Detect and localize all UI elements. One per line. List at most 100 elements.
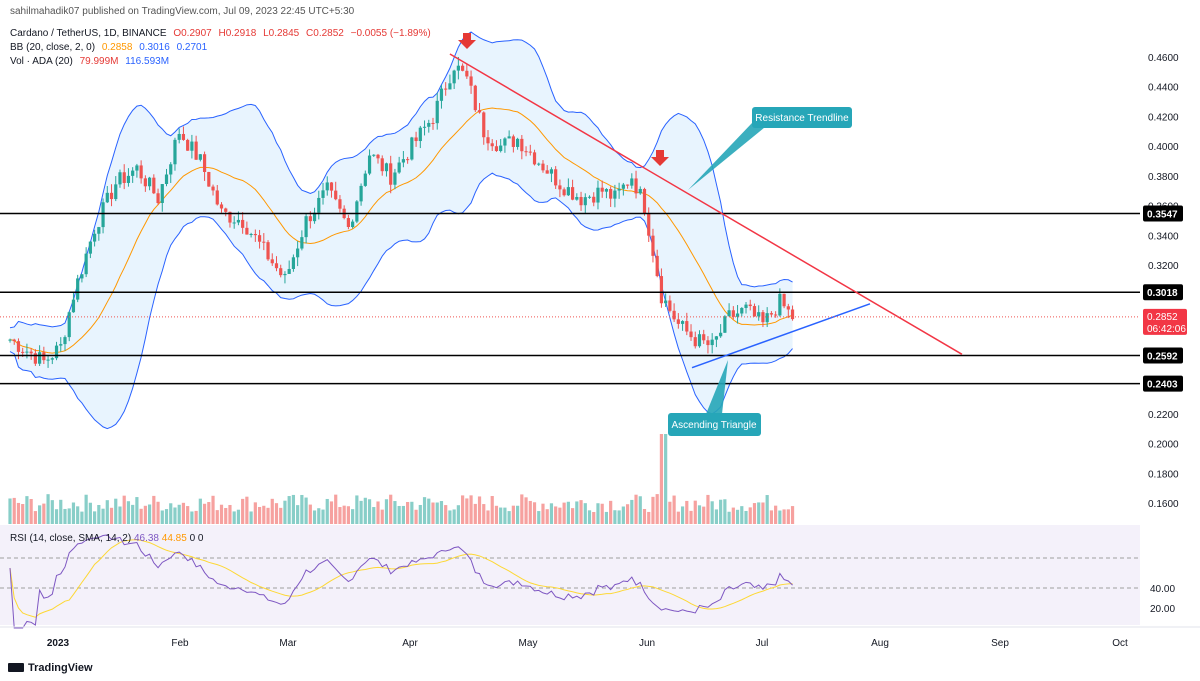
last-price-countdown: 06:42:06 [1147,324,1186,335]
volume-bar [579,500,583,524]
candle-body [507,136,511,139]
volume-bar [308,504,312,524]
candle-body [253,233,257,236]
level-tag-label: 0.3018 [1147,288,1178,299]
candle-body [583,197,587,206]
time-axis-label: Mar [279,638,297,649]
volume-bar [664,434,668,524]
candle-body [194,141,198,160]
volume-bar [469,495,473,524]
volume-bar [427,498,431,524]
candle-body [202,154,207,172]
volume-bar [782,509,786,524]
candle-body [532,152,537,165]
candle-body [727,310,731,317]
volume-bar [765,495,769,524]
volume-bar [8,498,12,524]
candle-body [587,196,592,198]
volume-bar [418,504,422,524]
volume-bar [672,495,676,524]
volume-ma-value: 116.593M [125,56,170,67]
candle-body [735,313,740,317]
candle-body [283,273,287,276]
volume-bar [147,504,152,524]
volume-bar [685,500,689,524]
candle-body [372,154,376,156]
candle-body [257,235,262,242]
candle-body [160,184,164,204]
candle-body [537,163,541,165]
rsi-label[interactable]: RSI (14, close, SMA, 14, 2) [10,533,132,544]
candle-body [714,336,719,340]
rsi-axis-tick: 40.00 [1150,584,1175,595]
bb-label[interactable]: BB (20, close, 2, 0) [10,42,96,53]
candle-body [173,139,177,165]
candle-body [621,184,625,189]
price-axis-tick: 0.3400 [1148,231,1179,242]
last-price-tag [1143,308,1187,335]
volume-value: 79.999M [79,56,119,67]
symbol-legend: Cardano / TetherUS, 1D, BINANCE O0.2907 … [10,28,431,39]
volume-bar [33,511,37,524]
candle-body [452,70,456,84]
candle-body [469,76,473,86]
candle-body [435,100,439,124]
price-axis-tick: 0.2000 [1148,440,1179,451]
candle-body [477,110,482,113]
candle-body [270,259,274,264]
volume-bar [54,509,59,524]
candle-body [135,165,139,171]
price-axis-tick: 0.3800 [1148,172,1179,183]
candle-body [757,312,761,317]
candle-body [93,233,97,242]
volume-legend: Vol · ADA (20) 79.999M 116.593M [10,56,169,67]
time-axis-label: May [519,638,538,649]
volume-bar [697,505,702,524]
time-axis-label: Jul [756,638,769,649]
volume-bar [587,510,592,524]
candle-body [528,151,532,153]
candle-body [545,170,549,174]
volume-bar [503,507,507,524]
volume-bar [735,509,740,524]
tradingview-logo[interactable]: TradingView [8,662,93,674]
candle-body [676,319,680,324]
price-axis-tick: 0.4000 [1148,142,1179,153]
volume-bar [702,506,706,524]
volume-bar [46,494,50,524]
volume-bar [329,501,334,524]
volume-bar [177,504,181,524]
candle-body [351,221,355,227]
publisher-line: sahilmahadik07 published on TradingView.… [10,6,355,17]
volume-bar [211,495,215,524]
volume-bar [173,507,177,524]
volume-bar [452,509,456,524]
candle-body [723,316,727,333]
candle-body [520,138,524,152]
volume-bar [317,508,321,524]
volume-bar [659,434,664,524]
volume-bar [507,511,511,524]
candle-body [575,196,579,200]
symbol-name[interactable]: Cardano / TetherUS, 1D, BINANCE [10,28,167,39]
candle-body [410,137,414,160]
volume-bar [101,508,105,524]
volume-bar [790,506,795,524]
candle-body [262,241,266,243]
volume-bar [202,503,207,524]
volume-bar [334,494,338,524]
candle-body [740,307,744,314]
last-price-value: 0.2852 [1147,312,1178,323]
candle-body [21,351,25,353]
candle-body [702,334,706,341]
candle-body [380,158,384,172]
level-tag [1143,375,1183,392]
volume-bar [461,495,465,524]
volume-bar [444,505,448,524]
volume-bar [21,504,25,524]
volume-label[interactable]: Vol · ADA (20) [10,56,73,67]
candle-body [308,216,312,222]
volume-bar [291,494,296,524]
volume-bar [296,505,300,524]
volume-bar [397,505,401,524]
